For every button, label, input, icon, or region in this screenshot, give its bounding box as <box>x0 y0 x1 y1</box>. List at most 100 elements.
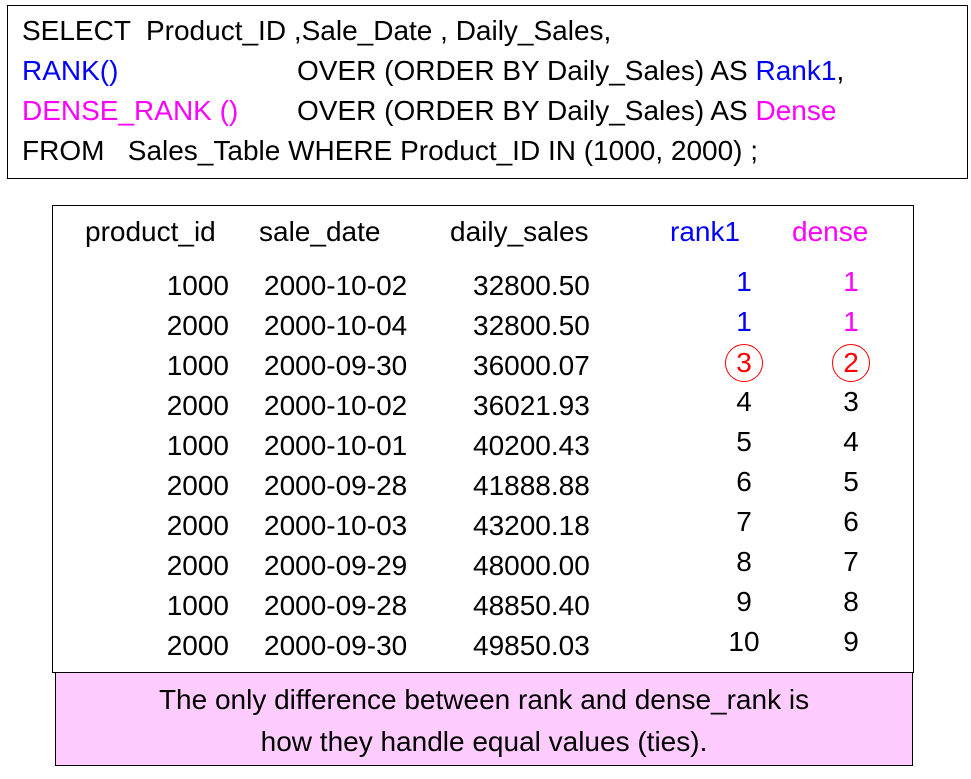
dense: 1 <box>843 306 859 337</box>
product-id: 1000 <box>166 270 229 301</box>
product-id: 1000 <box>166 350 229 381</box>
product-id: 1000 <box>166 430 229 461</box>
rank1: 5 <box>736 426 752 457</box>
rank1-cell: 9 <box>700 586 788 618</box>
rank1-cell: 8 <box>700 546 788 578</box>
daily-sales: 43200.18 <box>473 510 590 541</box>
rank1-cell: 3 <box>700 344 788 382</box>
table-row: 2000 2000-10-02 36021.93 4 3 <box>0 386 971 430</box>
sale-date: 2000-09-28 <box>264 470 408 501</box>
sale-date: 2000-10-02 <box>264 390 408 421</box>
dense-cell: 6 <box>807 506 895 538</box>
sale-date: 2000-09-30 <box>264 350 408 381</box>
sale-date: 2000-09-29 <box>264 550 408 581</box>
rank1-cell: 1 <box>700 306 788 338</box>
column-header: sale_date <box>259 216 381 247</box>
dense-cell: 1 <box>807 266 895 298</box>
product-id: 2000 <box>166 550 229 581</box>
query-line: SELECT Product_ID ,Sale_Date , Daily_Sal… <box>22 15 612 46</box>
sale-date: 2000-10-01 <box>264 430 408 461</box>
rank1-cell: 5 <box>700 426 788 458</box>
rank1: 6 <box>736 466 752 497</box>
sale-date: 2000-10-02 <box>264 270 408 301</box>
dense-cell: 7 <box>807 546 895 578</box>
dense: 1 <box>843 266 859 297</box>
dense-cell: 4 <box>807 426 895 458</box>
query-box <box>7 5 968 179</box>
dense: 3 <box>843 386 859 417</box>
note-line: how they handle equal values (ties). <box>260 726 708 757</box>
sale-date: 2000-09-30 <box>264 630 408 661</box>
product-id: 2000 <box>166 390 229 421</box>
dense-over: OVER (ORDER BY Daily_Sales) AS <box>297 95 748 126</box>
product-id-cell: 2000 <box>167 390 229 422</box>
daily-sales: 32800.50 <box>473 270 590 301</box>
rank1: 1 <box>736 306 752 337</box>
rank1-cell: 1 <box>700 266 788 298</box>
product-id-cell: 2000 <box>167 630 229 662</box>
product-id-cell: 2000 <box>167 550 229 582</box>
table-row: 1000 2000-09-28 48850.40 9 8 <box>0 586 971 630</box>
daily-sales: 32800.50 <box>473 310 590 341</box>
product-id: 1000 <box>166 590 229 621</box>
dense-cell: 9 <box>807 626 895 658</box>
sale-date-cell: 2000-10-02 <box>264 390 407 422</box>
daily-sales-cell: 32800.50 <box>473 270 590 302</box>
daily-sales-cell: 40200.43 <box>473 430 590 462</box>
table-row: 2000 2000-10-03 43200.18 7 6 <box>0 506 971 550</box>
sale-date-cell: 2000-09-30 <box>264 630 407 662</box>
table-row: 2000 2000-09-28 41888.88 6 5 <box>0 466 971 510</box>
dense-alias: Dense <box>755 95 837 126</box>
sale-date: 2000-10-03 <box>264 510 408 541</box>
rank1: 9 <box>736 586 752 617</box>
dense: 7 <box>843 546 859 577</box>
column-header: product_id <box>85 216 216 247</box>
table-row: 2000 2000-09-29 48000.00 8 7 <box>0 546 971 590</box>
rank1: 4 <box>736 386 752 417</box>
product-id: 2000 <box>166 470 229 501</box>
sale-date-cell: 2000-09-30 <box>264 350 407 382</box>
sale-date-cell: 2000-09-28 <box>264 470 407 502</box>
query-text: OVER (ORDER BY Daily_Sales) AS Rank1, <box>297 55 844 87</box>
product-id-cell: 1000 <box>167 430 229 462</box>
product-id-cell: 1000 <box>167 350 229 382</box>
daily-sales: 48000.00 <box>473 550 590 581</box>
product-id-cell: 2000 <box>167 470 229 502</box>
sale-date: 2000-10-04 <box>264 310 408 341</box>
product-id-cell: 1000 <box>167 590 229 622</box>
dense-cell: 3 <box>807 386 895 418</box>
query-line: FROM Sales_Table WHERE Product_ID IN (10… <box>22 135 759 166</box>
dense-fn: DENSE_RANK () <box>22 95 239 126</box>
dense-cell: 1 <box>807 306 895 338</box>
comma: , <box>836 55 845 86</box>
product-id: 2000 <box>166 630 229 661</box>
daily-sales: 49850.03 <box>473 630 590 661</box>
product-id: 2000 <box>166 510 229 541</box>
sale-date-cell: 2000-10-03 <box>264 510 407 542</box>
product-id: 2000 <box>166 310 229 341</box>
dense-cell: 8 <box>807 586 895 618</box>
table-row: 1000 2000-10-01 40200.43 5 4 <box>0 426 971 470</box>
dense: 9 <box>843 626 859 657</box>
sale-date-cell: 2000-09-28 <box>264 590 407 622</box>
sale-date-cell: 2000-09-29 <box>264 550 407 582</box>
daily-sales-cell: 48850.40 <box>473 590 590 622</box>
daily-sales: 48850.40 <box>473 590 590 621</box>
rank1-cell: 6 <box>700 466 788 498</box>
rank1-cell: 7 <box>700 506 788 538</box>
product-id-cell: 2000 <box>167 510 229 542</box>
dense: 5 <box>843 466 859 497</box>
product-id-cell: 1000 <box>167 270 229 302</box>
table-row: 2000 2000-10-04 32800.50 1 1 <box>0 306 971 350</box>
rank-fn: RANK() <box>22 55 119 86</box>
rank-alias: Rank1 <box>755 55 837 86</box>
dense-cell: 5 <box>807 466 895 498</box>
daily-sales: 40200.43 <box>473 430 590 461</box>
rank1-cell: 4 <box>700 386 788 418</box>
sale-date-cell: 2000-10-04 <box>264 310 407 342</box>
daily-sales: 41888.88 <box>473 470 590 501</box>
daily-sales-cell: 49850.03 <box>473 630 590 662</box>
rank1: 1 <box>736 266 752 297</box>
note-line: The only difference between rank and den… <box>158 684 810 715</box>
column-header: rank1 <box>670 216 741 247</box>
